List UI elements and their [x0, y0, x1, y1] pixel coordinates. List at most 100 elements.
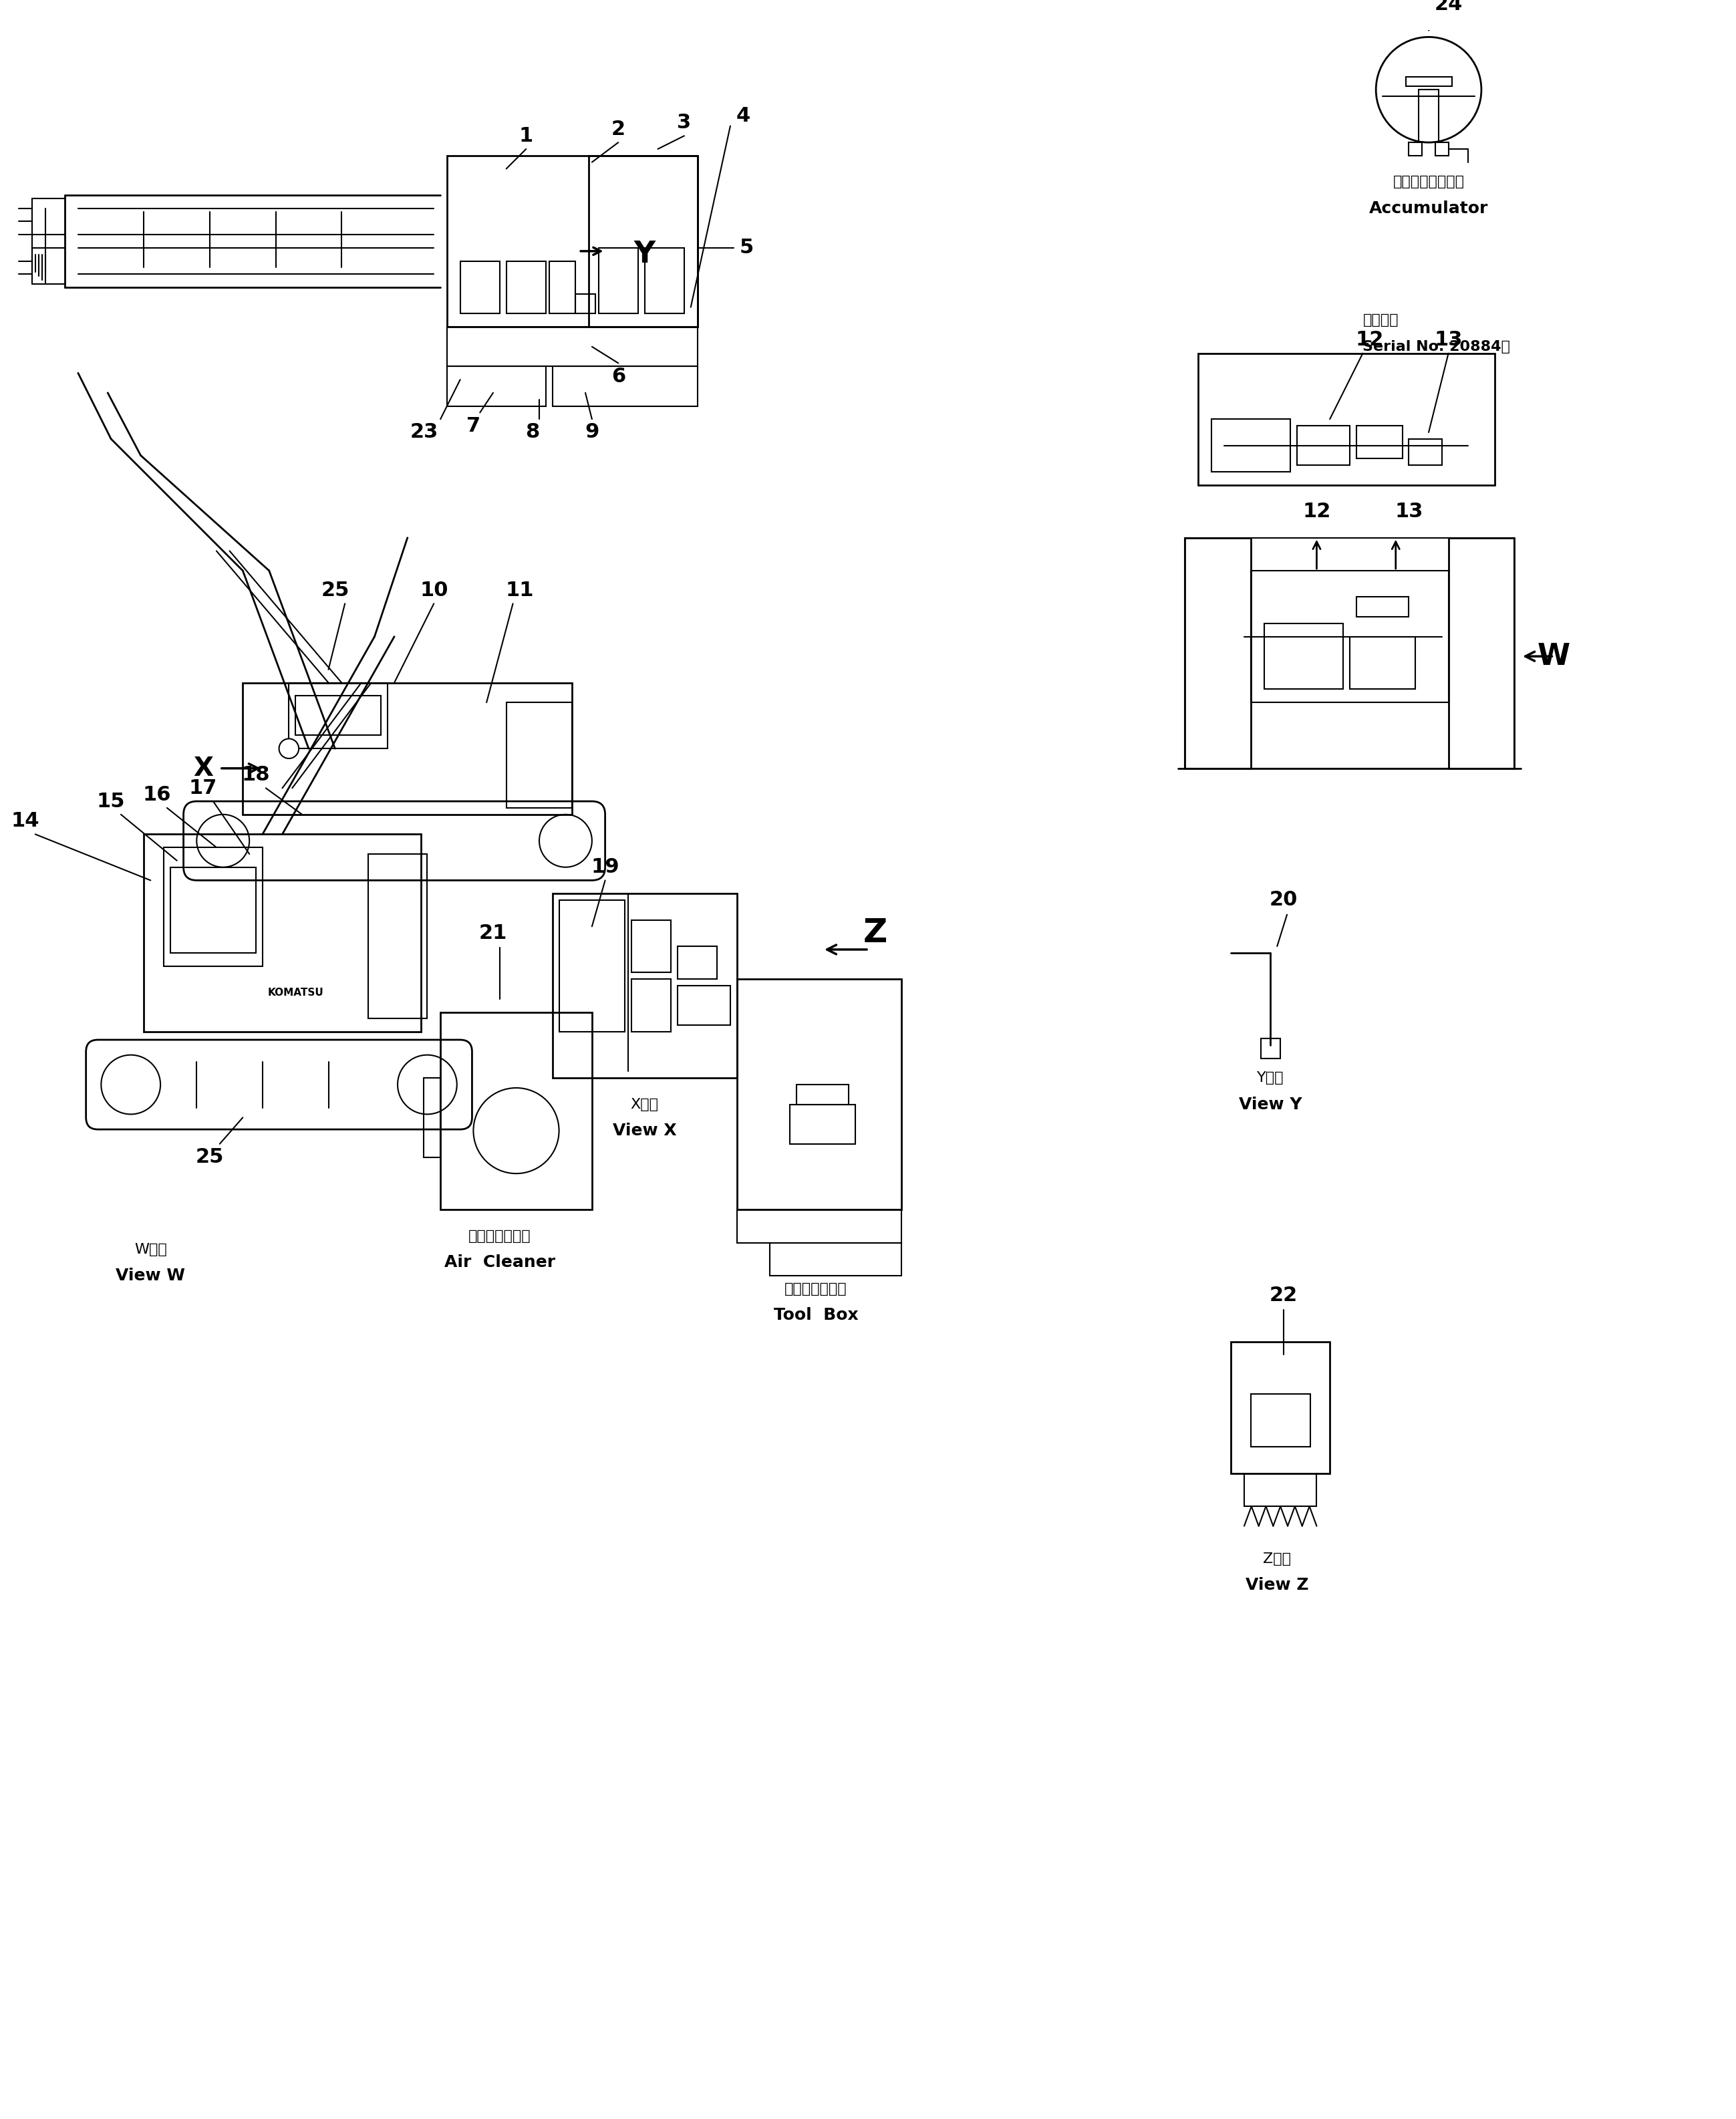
Text: Z: Z [863, 918, 887, 949]
Circle shape [398, 1055, 457, 1115]
Text: 19: 19 [590, 858, 620, 877]
Text: Accumulator: Accumulator [1370, 201, 1488, 216]
Text: 12: 12 [1302, 502, 1332, 521]
Bar [507, 261, 545, 314]
Bar [1297, 426, 1349, 466]
Bar [1406, 76, 1451, 87]
Text: Serial No. 20884～: Serial No. 20884～ [1363, 339, 1510, 354]
Bar [295, 695, 382, 735]
Text: X: X [193, 756, 214, 782]
Bar [446, 367, 545, 407]
Bar [1212, 420, 1290, 473]
Circle shape [1377, 36, 1481, 142]
Text: Z　視: Z 視 [1264, 1553, 1292, 1566]
Text: View Z: View Z [1245, 1577, 1309, 1593]
Bar [441, 1013, 592, 1210]
Text: W: W [1538, 642, 1571, 672]
Text: Tool  Box: Tool Box [774, 1307, 858, 1322]
Text: 12: 12 [1356, 331, 1384, 350]
FancyBboxPatch shape [87, 1040, 472, 1129]
Bar [790, 1104, 856, 1144]
Circle shape [474, 1087, 559, 1174]
Text: 8: 8 [526, 422, 540, 443]
Text: 18: 18 [241, 765, 271, 784]
Text: Y: Y [634, 239, 656, 269]
Circle shape [101, 1055, 160, 1115]
Bar [1356, 426, 1403, 458]
Text: 4: 4 [736, 106, 750, 125]
Bar [552, 367, 698, 407]
FancyBboxPatch shape [184, 801, 606, 879]
Bar [1198, 354, 1495, 485]
Bar [552, 894, 736, 1079]
Bar [1349, 636, 1415, 689]
Bar [1436, 142, 1448, 155]
Text: エアークリーナ: エアークリーナ [469, 1229, 531, 1244]
Bar [599, 248, 639, 314]
Text: 13: 13 [1434, 331, 1463, 350]
Text: 6: 6 [611, 367, 625, 386]
Text: アキュームレータ: アキュームレータ [1392, 176, 1465, 189]
Text: 17: 17 [189, 778, 217, 797]
Bar [243, 682, 573, 814]
Text: 16: 16 [142, 784, 172, 805]
Bar [589, 155, 698, 326]
Bar [507, 704, 573, 807]
Text: 25: 25 [196, 1146, 224, 1168]
Bar [1448, 538, 1514, 769]
Text: Y　視: Y 視 [1257, 1072, 1285, 1085]
Bar [460, 261, 500, 314]
Text: 7: 7 [467, 415, 481, 434]
Text: 20: 20 [1269, 890, 1299, 909]
Bar [677, 985, 731, 1026]
Text: 13: 13 [1394, 502, 1424, 521]
Bar [1186, 538, 1514, 769]
Bar [1356, 598, 1410, 617]
Text: 14: 14 [10, 812, 40, 831]
Text: X　視: X 視 [630, 1098, 658, 1110]
Text: 適用号機: 適用号機 [1363, 314, 1399, 326]
Bar [632, 920, 672, 973]
Bar [1186, 538, 1250, 769]
Bar [1418, 89, 1439, 142]
Text: 2: 2 [611, 119, 625, 140]
Text: 10: 10 [420, 581, 448, 600]
Bar [288, 682, 387, 748]
Text: KOMATSU: KOMATSU [267, 987, 323, 998]
Text: 1: 1 [519, 127, 533, 146]
Text: 25: 25 [321, 581, 349, 600]
Circle shape [279, 740, 299, 759]
Text: View X: View X [613, 1123, 677, 1138]
Bar [736, 979, 901, 1210]
Bar [549, 261, 575, 314]
Bar [575, 295, 595, 314]
Bar [677, 947, 717, 979]
Bar [769, 1242, 901, 1276]
Bar [1264, 623, 1344, 689]
Bar [644, 248, 684, 314]
Bar [1260, 1038, 1281, 1057]
Bar [797, 1085, 849, 1104]
Bar [736, 1210, 901, 1242]
Text: 22: 22 [1269, 1286, 1299, 1305]
Text: View Y: View Y [1240, 1096, 1302, 1112]
Text: 5: 5 [740, 237, 753, 259]
Bar [446, 326, 698, 367]
Bar [1250, 570, 1448, 704]
Text: 9: 9 [585, 422, 599, 443]
Text: Air  Cleaner: Air Cleaner [444, 1254, 556, 1271]
Bar [144, 835, 420, 1032]
Circle shape [540, 814, 592, 867]
Text: View W: View W [116, 1267, 186, 1284]
Text: 24: 24 [1434, 0, 1463, 13]
Bar [424, 1079, 441, 1157]
Bar [446, 155, 698, 326]
Bar [368, 854, 427, 1019]
Bar [559, 901, 625, 1032]
Bar [632, 979, 672, 1032]
Bar [170, 867, 255, 954]
Text: 3: 3 [677, 112, 691, 131]
Text: 11: 11 [505, 581, 533, 600]
Text: W　視: W 視 [134, 1242, 167, 1257]
Circle shape [196, 814, 250, 867]
